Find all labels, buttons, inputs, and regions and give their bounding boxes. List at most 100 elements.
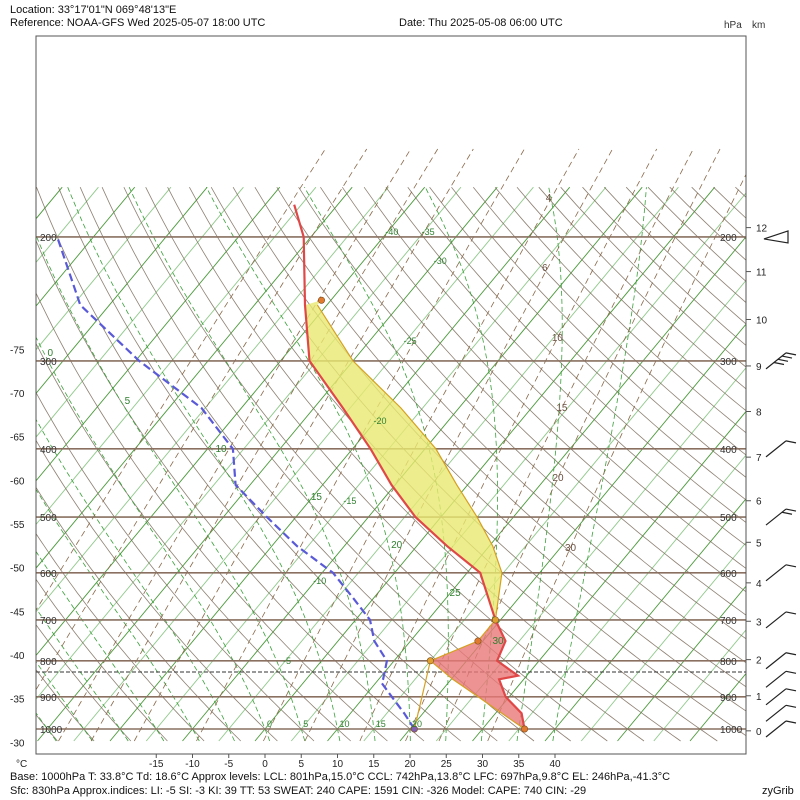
wind-barb-feather	[785, 611, 797, 615]
isotherm-line	[508, 454, 746, 742]
wind-barb-feather	[785, 704, 797, 708]
dry-adiabat-line	[779, 187, 800, 741]
pressure-label: 300	[40, 357, 57, 368]
dry-adiabat-line	[101, 187, 571, 742]
isotherm-label: -25	[404, 336, 417, 346]
x-tick-label: 30	[477, 759, 489, 770]
left-temp-label: -65	[10, 433, 25, 444]
isotherm-line	[36, 186, 389, 613]
wind-barb-feather	[785, 670, 797, 674]
km-label: 5	[756, 538, 762, 549]
dry-adiabat-line	[36, 486, 241, 742]
moist-adiabat-line	[303, 186, 449, 742]
km-label: 9	[756, 362, 762, 373]
isotherm-line	[109, 186, 571, 742]
x-tick-label: -5	[224, 759, 233, 770]
mixing-ratio-line	[196, 148, 525, 742]
isotherm-line	[544, 498, 746, 742]
wind-barb-feather	[781, 511, 793, 515]
x-tick-label: 35	[513, 759, 525, 770]
isotherm-line	[73, 186, 534, 742]
dry-adiabat-line	[36, 578, 168, 742]
pressure-label: 900	[720, 693, 737, 704]
isotherm-label: -30	[434, 256, 447, 266]
pressure-label: 800	[720, 657, 737, 668]
left-temp-label: -45	[10, 608, 25, 619]
moist-adiabat-label: 20	[391, 540, 403, 551]
x-tick-label: 0	[262, 759, 268, 770]
dry-adiabat-line	[36, 624, 132, 742]
dry-adiabat-line	[407, 186, 746, 523]
pressure-label: 800	[40, 657, 57, 668]
isotherm-line	[653, 629, 746, 742]
isotherm-line	[36, 186, 172, 351]
wind-barb	[765, 688, 787, 706]
dry-adiabat-line	[36, 292, 388, 742]
wind-barb	[765, 352, 787, 370]
isotherm-label: -5	[283, 656, 291, 666]
wind-barb	[765, 564, 787, 582]
isotherm-line	[617, 585, 746, 742]
wind-barb-feather	[785, 352, 797, 356]
pressure-label: 200	[720, 233, 737, 244]
left-temp-label: -35	[10, 695, 25, 706]
dry-adiabat-line	[36, 669, 95, 742]
wind-barb-feather	[785, 688, 797, 692]
isotherm-line	[327, 236, 746, 742]
dry-adiabat-line	[36, 439, 278, 742]
moist-adiabat-line	[36, 234, 306, 742]
dry-adiabat-line	[36, 187, 461, 742]
mixing-ratio-line	[36, 148, 326, 611]
dry-adiabat-line	[276, 186, 746, 664]
dry-adiabat-line	[298, 186, 746, 640]
dry-adiabat-line	[451, 186, 746, 478]
isotherm-line	[36, 186, 244, 438]
mixing-ratio-label: 20	[552, 473, 564, 484]
pressure-label: 500	[40, 513, 57, 524]
dry-adiabat-line	[320, 186, 746, 616]
parcel-line	[316, 304, 503, 730]
temperature-line	[293, 204, 526, 730]
pressure-label: 900	[40, 693, 57, 704]
x-tick-label: 15	[368, 759, 380, 770]
x-tick-label: 20	[404, 759, 416, 770]
left-temp-label: -55	[10, 520, 25, 531]
mixing-ratio-label: 10	[552, 333, 564, 344]
moist-adiabat-line	[128, 187, 376, 742]
hpa-unit-label: hPa	[724, 20, 742, 31]
plot-frame	[35, 35, 747, 755]
isotherm-line	[689, 672, 746, 742]
pressure-label: 300	[720, 357, 737, 368]
level-marker	[521, 725, 529, 733]
wind-barb	[765, 652, 787, 670]
km-label: 11	[756, 268, 767, 279]
mixing-ratio-label: 15	[556, 403, 568, 414]
isotherm-line	[254, 186, 716, 742]
level-marker	[410, 725, 418, 733]
pressure-label: 600	[720, 569, 737, 580]
mixing-ratio-line	[133, 148, 474, 742]
wind-barb-feather	[777, 358, 789, 362]
isotherm-label: 0	[267, 719, 272, 729]
pressure-label: 700	[40, 616, 57, 627]
x-tick-label: -10	[185, 759, 200, 770]
isotherm-line	[36, 186, 208, 395]
isotherm-line	[145, 186, 607, 742]
mixing-ratio-line	[438, 148, 721, 742]
parcel-line	[430, 660, 525, 730]
mixing-ratio-label: 4	[546, 193, 552, 204]
dry-adiabat-line	[429, 186, 746, 501]
km-label: 12	[756, 224, 768, 235]
isotherm-label: 10	[340, 719, 350, 729]
km-unit-label: km	[752, 20, 765, 31]
isotherm-line	[36, 186, 426, 657]
isotherm-label: 15	[376, 719, 386, 729]
moist-adiabat-label: 5	[125, 396, 131, 407]
dry-adiabat-line	[516, 186, 746, 412]
km-label: 0	[756, 727, 762, 738]
moist-adiabat-label: 10	[215, 444, 227, 455]
isotherm-line	[36, 186, 317, 526]
isotherm-label: -40	[385, 227, 398, 237]
km-label: 7	[756, 453, 762, 464]
